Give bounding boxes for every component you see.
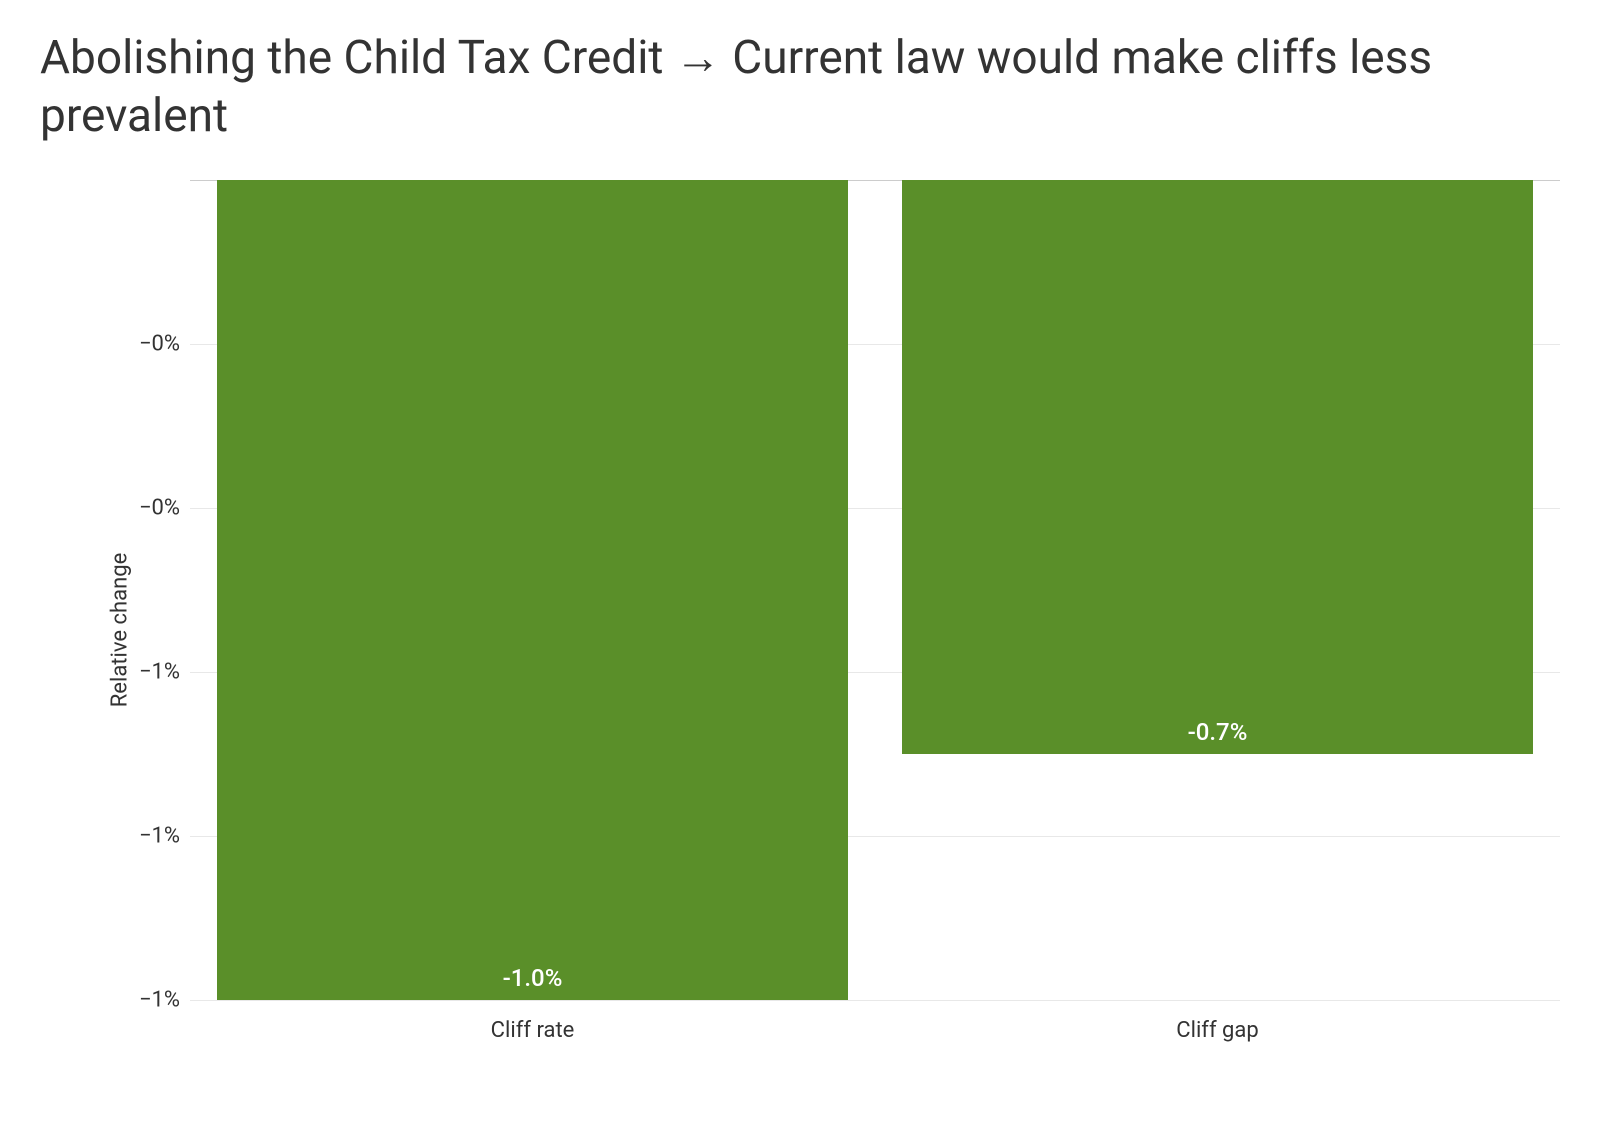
chart-title: Abolishing the Child Tax Credit → Curren… <box>40 30 1560 145</box>
y-tick-label: −1% <box>139 660 180 685</box>
chart: Relative change −0%−0%−1%−1%−1%-1.0%Clif… <box>100 180 1560 1080</box>
bar-value-label: -0.7% <box>1188 718 1248 746</box>
bar[interactable]: -1.0% <box>217 180 847 1000</box>
bar-value-label: -1.0% <box>503 964 563 992</box>
y-axis-label: Relative change <box>108 553 133 708</box>
bar[interactable]: -0.7% <box>902 180 1532 754</box>
x-tick-label: Cliff gap <box>1176 1018 1258 1043</box>
y-tick-label: −1% <box>139 988 180 1013</box>
plot-area: −0%−0%−1%−1%−1%-1.0%Cliff rate-0.7%Cliff… <box>190 180 1560 1000</box>
x-tick-label: Cliff rate <box>491 1018 575 1043</box>
y-tick-label: −0% <box>139 332 180 357</box>
y-tick-label: −1% <box>139 824 180 849</box>
grid-line <box>190 1000 1560 1001</box>
y-tick-label: −0% <box>139 496 180 521</box>
page: Abolishing the Child Tax Credit → Curren… <box>0 0 1600 1122</box>
